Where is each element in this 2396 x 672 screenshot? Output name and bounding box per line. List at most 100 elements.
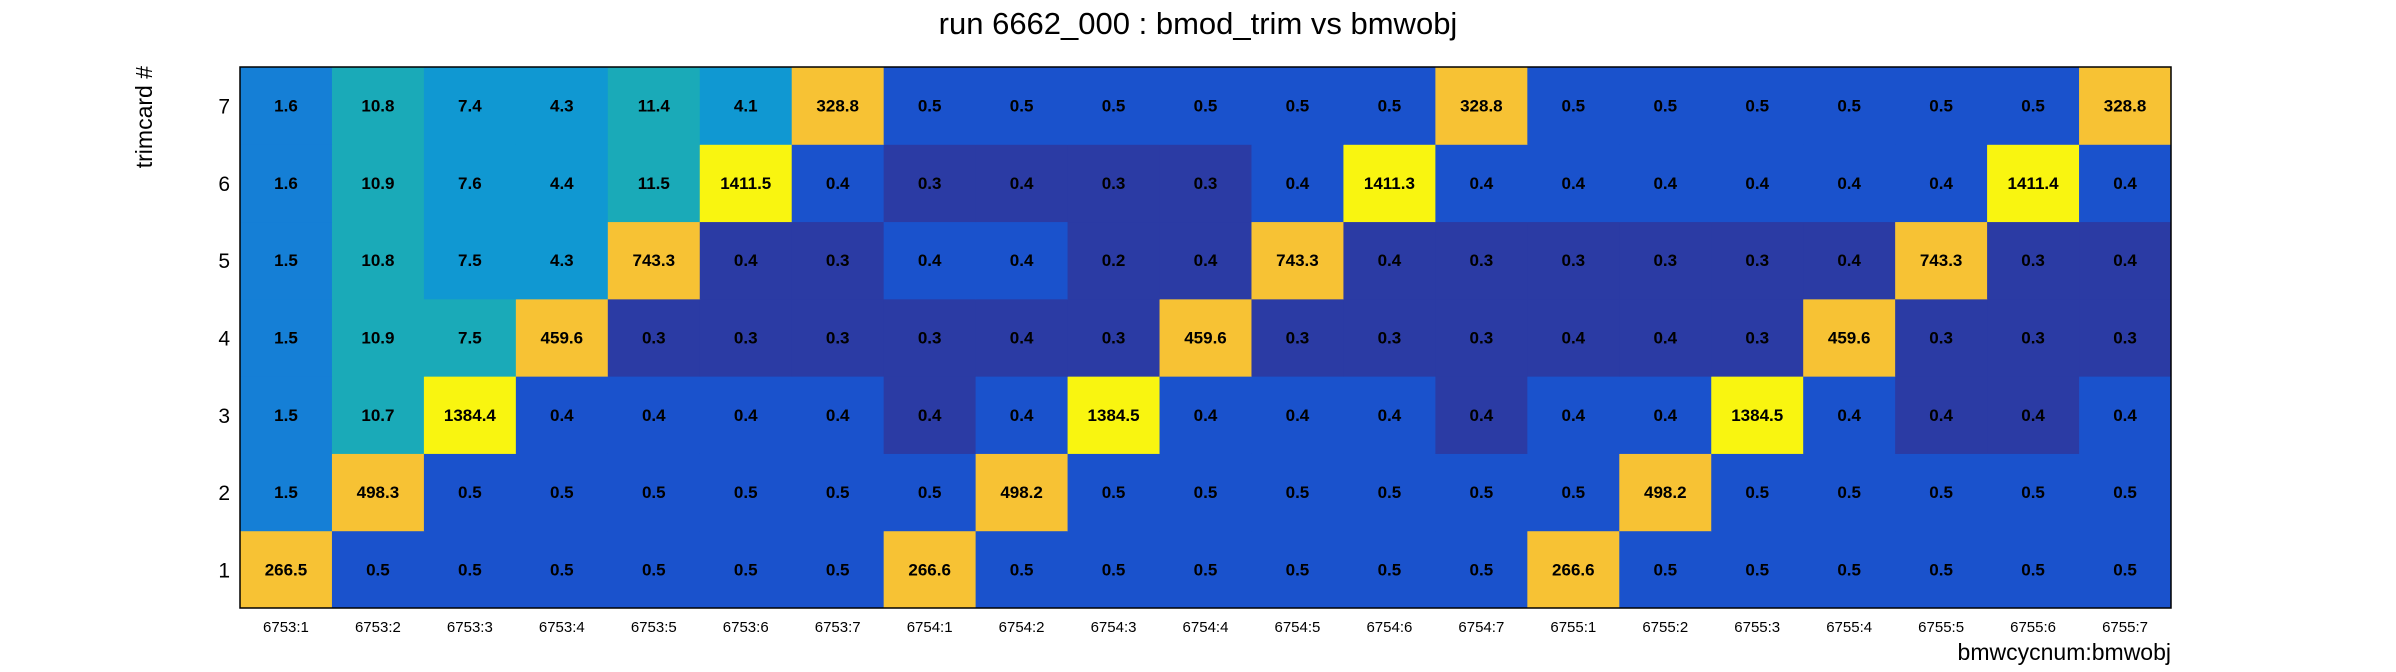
cell-value-label: 0.5 xyxy=(734,560,758,579)
y-tick-label: 1 xyxy=(218,559,230,582)
cell-value-label: 743.3 xyxy=(633,251,676,270)
heatmap-cell xyxy=(2079,376,2172,454)
heatmap-cell xyxy=(1159,67,1252,145)
heatmap-cell xyxy=(1527,376,1620,454)
heatmap-cell xyxy=(1619,376,1712,454)
cell-value-label: 10.8 xyxy=(361,97,394,116)
cell-value-label: 0.4 xyxy=(826,406,850,425)
heatmap-cell xyxy=(1527,298,1620,377)
heatmap-cell xyxy=(1803,221,1896,300)
heatmap-cell xyxy=(515,453,609,532)
cell-value-label: 0.4 xyxy=(734,251,758,270)
cell-value-label: 0.5 xyxy=(1745,560,1769,579)
heatmap-cell xyxy=(331,221,425,300)
cell-value-label: 4.3 xyxy=(550,97,574,116)
heatmap-cell xyxy=(1067,298,1161,377)
heatmap-cell xyxy=(423,144,517,223)
heatmap-cell xyxy=(975,298,1069,377)
heatmap-cell xyxy=(423,298,517,377)
cell-value-label: 11.4 xyxy=(638,97,671,116)
cell-value-label: 0.5 xyxy=(1837,483,1861,502)
heatmap-cell xyxy=(1619,298,1712,377)
cell-value-label: 0.3 xyxy=(1286,329,1310,348)
heatmap-cell xyxy=(883,376,977,454)
heatmap-cell xyxy=(1159,376,1252,454)
cell-value-label: 0.4 xyxy=(1837,406,1861,425)
cell-value-label: 0.5 xyxy=(642,560,666,579)
heatmap-cell xyxy=(1251,298,1344,377)
heatmap-cell xyxy=(1803,298,1896,377)
heatmap-cell xyxy=(1159,453,1252,532)
cell-value-label: 0.5 xyxy=(2021,483,2045,502)
heatmap-cell xyxy=(240,453,333,532)
cell-value-label: 0.4 xyxy=(826,174,850,193)
heatmap-cell xyxy=(1803,530,1896,609)
cell-value-label: 0.5 xyxy=(1102,97,1126,116)
heatmap-cells: 266.5 0.5 0.5 0.5 0.5 0.5 0.5 266.6 0.5 0.5 0.5 0.5… xyxy=(240,67,2172,609)
cell-value-label: 0.3 xyxy=(826,251,850,270)
cell-value-label: 0.4 xyxy=(1010,174,1034,193)
heatmap-cell xyxy=(1711,221,1804,300)
cell-value-label: 0.5 xyxy=(2113,483,2137,502)
cell-value-label: 0.3 xyxy=(1470,329,1494,348)
heatmap-cell xyxy=(1711,144,1804,223)
x-tick-label: 6753:5 xyxy=(631,619,677,636)
heatmap-cell xyxy=(1527,67,1620,145)
heatmap-cell xyxy=(1343,144,1436,223)
x-axis-ticks: 6753:1 6753:2 6753:3 6753:4 6753:5 6753:6 6753… xyxy=(263,619,2148,636)
x-tick-label: 6754:2 xyxy=(999,619,1045,636)
cell-value-label: 1.5 xyxy=(274,483,298,502)
cell-value-label: 0.5 xyxy=(1837,560,1861,579)
cell-value-label: 0.5 xyxy=(734,483,758,502)
heatmap-cell xyxy=(1435,67,1528,145)
cell-value-label: 0.5 xyxy=(366,560,390,579)
cell-value-label: 0.3 xyxy=(1194,174,1218,193)
heatmap-cell xyxy=(1251,144,1344,223)
heatmap-cell xyxy=(1435,221,1528,300)
heatmap-cell xyxy=(1159,221,1252,300)
cell-value-label: 1.5 xyxy=(274,329,298,348)
cell-value-label: 743.3 xyxy=(1920,251,1963,270)
heatmap-cell xyxy=(1435,144,1528,223)
heatmap-cell xyxy=(240,144,333,223)
heatmap-cell xyxy=(240,221,333,300)
cell-value-label: 743.3 xyxy=(1276,251,1319,270)
heatmap-cell xyxy=(331,67,425,145)
cell-value-label: 0.5 xyxy=(2021,560,2045,579)
cell-value-label: 1.6 xyxy=(274,97,298,116)
cell-value-label: 0.4 xyxy=(918,406,942,425)
x-tick-label: 6755:7 xyxy=(2102,619,2148,636)
cell-value-label: 1411.3 xyxy=(1364,174,1415,193)
heatmap-cell xyxy=(2079,221,2172,300)
cell-value-label: 0.3 xyxy=(1470,251,1494,270)
cell-value-label: 0.4 xyxy=(2113,174,2137,193)
cell-value-label: 0.4 xyxy=(1194,251,1218,270)
heatmap-cell xyxy=(1527,453,1620,532)
heatmap-cell xyxy=(1435,530,1528,609)
cell-value-label: 0.3 xyxy=(1745,329,1769,348)
cell-value-label: 0.4 xyxy=(1470,174,1494,193)
cell-value-label: 266.6 xyxy=(1552,560,1595,579)
cell-value-label: 0.5 xyxy=(458,560,482,579)
y-tick-label: 6 xyxy=(218,173,230,196)
cell-value-label: 0.5 xyxy=(918,483,942,502)
y-tick-label: 5 xyxy=(218,250,230,273)
x-tick-label: 6753:7 xyxy=(815,619,861,636)
heatmap-cell xyxy=(607,530,701,609)
cell-value-label: 0.4 xyxy=(1561,406,1585,425)
heatmap-cell xyxy=(515,221,609,300)
heatmap-cell xyxy=(975,144,1069,223)
cell-value-label: 0.4 xyxy=(2113,406,2137,425)
heatmap-cell xyxy=(515,376,609,454)
cell-value-label: 0.5 xyxy=(918,97,942,116)
heatmap-cell xyxy=(1343,453,1436,532)
x-tick-label: 6754:5 xyxy=(1275,619,1321,636)
cell-value-label: 1.5 xyxy=(274,251,298,270)
heatmap-cell xyxy=(1803,376,1896,454)
heatmap-cell xyxy=(423,453,517,532)
heatmap-cell xyxy=(791,376,885,454)
heatmap-cell xyxy=(1987,221,2080,300)
cell-value-label: 0.5 xyxy=(1194,97,1218,116)
cell-value-label: 4.4 xyxy=(550,174,574,193)
x-tick-label: 6753:3 xyxy=(447,619,493,636)
